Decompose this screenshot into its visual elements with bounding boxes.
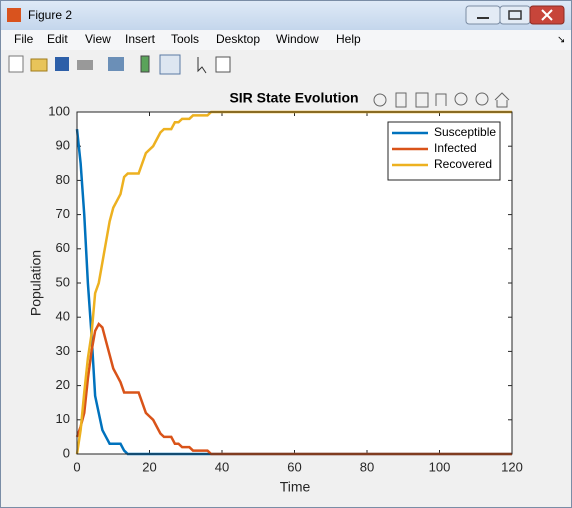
y-tick-label: 40 (56, 309, 70, 324)
x-tick-label: 60 (287, 459, 301, 474)
plot-tools (373, 92, 510, 108)
svg-text:↘: ↘ (557, 35, 565, 46)
y-tick-label: 70 (56, 206, 70, 221)
app-icon (7, 8, 21, 22)
save-icon[interactable] (55, 57, 69, 71)
y-tick-label: 30 (56, 343, 70, 358)
chart-title: SIR State Evolution (229, 90, 358, 106)
y-tick-label: 80 (56, 172, 70, 187)
y-tick-label: 50 (56, 274, 70, 289)
menu-item[interactable]: Insert (125, 32, 156, 46)
menu-item[interactable]: Window (276, 32, 319, 46)
menu-item[interactable]: Desktop (216, 32, 260, 46)
y-tick-label: 20 (56, 377, 70, 392)
x-tick-label: 120 (501, 459, 523, 474)
y-tick-label: 60 (56, 240, 70, 255)
legend-label: Recovered (434, 157, 492, 171)
pointer-icon[interactable] (197, 57, 207, 74)
new-icon[interactable] (8, 55, 24, 73)
x-tick-label: 20 (142, 459, 156, 474)
legend-label: Susceptible (434, 125, 496, 139)
pan-icon[interactable] (435, 93, 447, 106)
menu-item[interactable]: Edit (47, 32, 68, 46)
zoom-in-icon[interactable] (454, 92, 468, 106)
rotate-icon[interactable] (415, 92, 429, 108)
series-line (75, 322, 512, 456)
brush-icon[interactable] (373, 93, 387, 107)
menu-item[interactable]: Tools (171, 32, 199, 46)
x-tick-label: 0 (73, 459, 80, 474)
property-icon[interactable] (215, 56, 231, 73)
menu-bar (1, 30, 571, 50)
menu-item[interactable]: File (14, 32, 34, 46)
x-tick-label: 80 (360, 459, 374, 474)
link-icon[interactable] (108, 57, 124, 71)
series-line (75, 110, 512, 455)
print-icon[interactable] (77, 60, 93, 70)
legend-label: Infected (434, 141, 477, 155)
legend-box (387, 121, 501, 181)
x-tick-label: 100 (429, 459, 451, 474)
window-title: Figure 2 (28, 8, 72, 22)
datatip-icon[interactable] (395, 92, 407, 108)
open-icon[interactable] (30, 58, 48, 72)
home-icon[interactable] (494, 92, 510, 108)
y-tick-label: 10 (56, 411, 70, 426)
menu-item[interactable]: View (85, 32, 111, 46)
zoom-out-icon[interactable] (475, 92, 489, 106)
legend-icon[interactable] (159, 54, 181, 75)
toolbar (1, 50, 571, 78)
axes-box (76, 111, 513, 455)
colorbar-icon[interactable] (140, 55, 150, 73)
minimize-button[interactable] (465, 5, 501, 25)
y-axis-label: Population (28, 250, 44, 316)
maximize-button[interactable] (499, 5, 531, 25)
y-tick-label: 0 (63, 445, 70, 460)
x-tick-label: 40 (215, 459, 229, 474)
menu-item[interactable]: Help (336, 32, 361, 46)
x-axis-label: Time (280, 479, 311, 495)
toolbar-icons (8, 54, 231, 75)
y-tick-label: 90 (56, 138, 70, 153)
y-tick-label: 100 (48, 103, 70, 118)
